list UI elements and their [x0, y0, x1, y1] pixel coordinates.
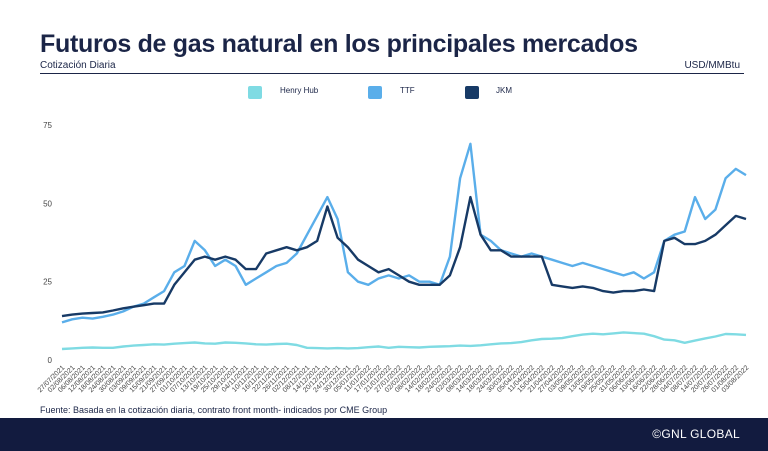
series-line-jkm [61, 195, 747, 318]
legend-swatch-henry-hub [248, 86, 262, 99]
legend-label-jkm: JKM [496, 86, 512, 95]
series-line-henry-hub [61, 331, 747, 351]
unit-label: USD/MMBtu [684, 60, 740, 71]
source-note: Fuente: Basada en la cotización diaria, … [40, 405, 388, 415]
brand-label: ©GNL GLOBAL [652, 427, 740, 441]
line-chart: Henry Hub TTF JKM 0 25 50 75 27/07/202102/0… [37, 86, 751, 394]
y-tick-label: 75 [43, 121, 52, 130]
page-title: Futuros de gas natural en los principale… [40, 30, 638, 58]
x-axis: 27/07/202102/08/202106/08/202112/08/2021… [37, 364, 751, 394]
footer-bar: ©GNL GLOBAL [0, 418, 768, 451]
y-axis: 0 25 50 75 [43, 121, 52, 365]
chart-legend: Henry Hub TTF JKM [248, 86, 512, 99]
legend-label-henry-hub: Henry Hub [280, 86, 319, 95]
series-line-ttf [61, 142, 747, 324]
y-tick-label: 50 [43, 199, 52, 208]
chart-subtitle: Cotización Diaria [40, 60, 116, 71]
legend-swatch-ttf [368, 86, 382, 99]
header-divider [40, 73, 744, 74]
series-lines [61, 142, 747, 351]
y-tick-label: 0 [48, 356, 53, 365]
legend-label-ttf: TTF [400, 86, 415, 95]
y-tick-label: 25 [43, 278, 52, 287]
legend-swatch-jkm [465, 86, 479, 99]
